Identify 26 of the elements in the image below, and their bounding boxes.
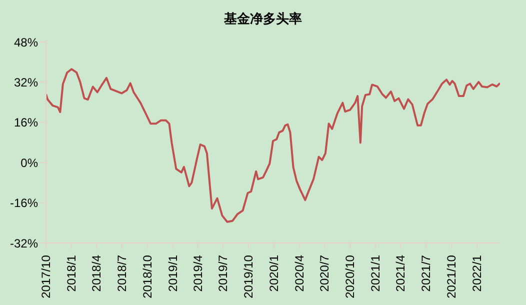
x-tick-label: 2018/4 xyxy=(90,254,104,292)
x-tick-label: 2021/4 xyxy=(394,254,408,292)
y-tick-label: 32% xyxy=(14,75,38,90)
x-tick-label: 2019/4 xyxy=(190,254,205,292)
x-tick-label: 2017/10 xyxy=(39,254,53,298)
x-tick-label: 2018/1 xyxy=(64,254,79,292)
y-tick-label: -16% xyxy=(10,196,38,210)
x-tick-label: 2018/10 xyxy=(140,254,154,298)
y-tick-label: -32% xyxy=(10,236,38,250)
x-tick-label: 2019/10 xyxy=(242,254,256,298)
x-tick-label: 2018/7 xyxy=(114,254,129,292)
chart-title: 基金净多头率 xyxy=(223,10,303,28)
x-tick-label: 2020/1 xyxy=(267,254,282,292)
line-series xyxy=(46,68,500,223)
y-tick-label: 16% xyxy=(14,116,38,130)
x-tick-label: 2021/7 xyxy=(418,254,433,292)
y-tick-label: 48% xyxy=(14,35,38,50)
x-tick-label: 2021/1 xyxy=(368,254,383,292)
x-tick-label: 2019/7 xyxy=(216,254,230,292)
x-tick-label: 2020/10 xyxy=(343,254,358,298)
x-tick-label: 2022/1 xyxy=(470,254,484,292)
x-tick-label: 2020/4 xyxy=(292,254,306,292)
x-tick-label: 2019/1 xyxy=(166,254,180,292)
x-tick-label: 2021/10 xyxy=(444,254,458,298)
y-tick-label: 0% xyxy=(20,156,38,170)
x-tick-label: 2020/7 xyxy=(318,254,332,292)
